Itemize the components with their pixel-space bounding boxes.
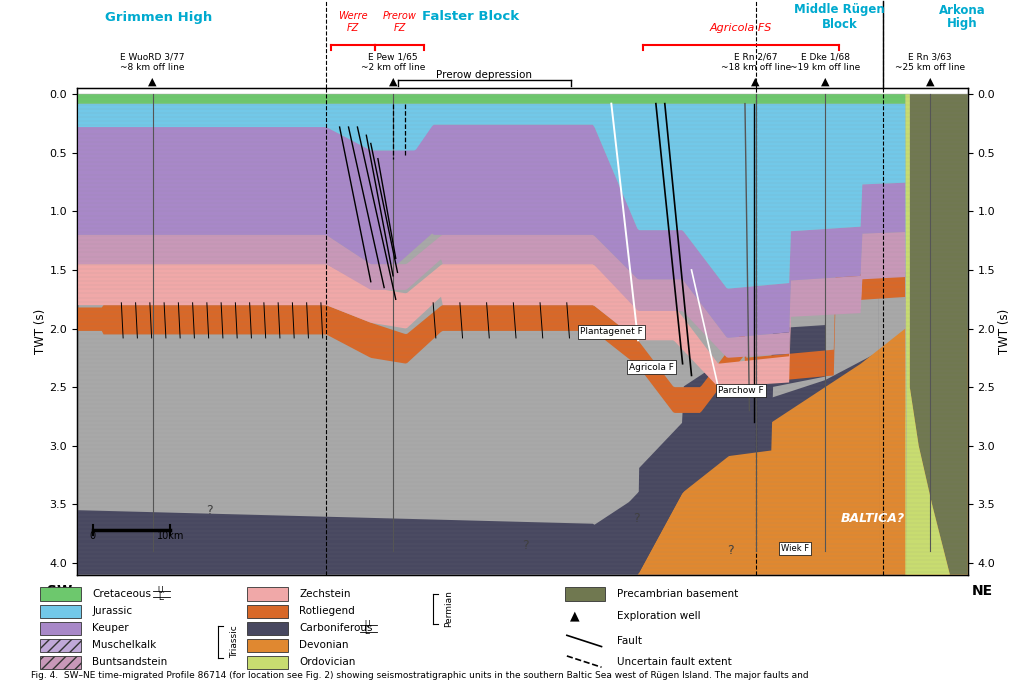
Bar xyxy=(40,588,81,600)
Text: ▲: ▲ xyxy=(926,77,935,87)
Bar xyxy=(248,656,288,669)
Text: Prerow
FZ: Prerow FZ xyxy=(383,11,417,33)
Text: Uncertain fault extent: Uncertain fault extent xyxy=(616,657,732,666)
Text: Wiek F: Wiek F xyxy=(780,544,809,553)
Bar xyxy=(248,639,288,652)
Text: E Rn 2/67
~18 km off line: E Rn 2/67 ~18 km off line xyxy=(721,52,791,72)
Bar xyxy=(40,605,81,617)
Text: Permian: Permian xyxy=(444,591,454,628)
Text: ?: ? xyxy=(727,543,734,556)
Text: 10km: 10km xyxy=(157,532,184,541)
Polygon shape xyxy=(909,95,968,575)
Text: ?: ? xyxy=(206,504,213,517)
Text: Buntsandstein: Buntsandstein xyxy=(92,658,168,667)
Text: Agricola F: Agricola F xyxy=(629,362,674,371)
Text: Parchow F: Parchow F xyxy=(718,386,764,395)
Text: Ordovician: Ordovician xyxy=(299,658,355,667)
Text: E Rn 3/63
~25 km off line: E Rn 3/63 ~25 km off line xyxy=(895,52,966,72)
Text: U.: U. xyxy=(158,585,166,595)
Text: Carboniferous: Carboniferous xyxy=(299,623,373,633)
Polygon shape xyxy=(77,271,968,575)
Text: Devonian: Devonian xyxy=(299,641,349,650)
Text: Plantagenet F: Plantagenet F xyxy=(581,328,643,337)
Text: Fig. 4.  SW–NE time-migrated Profile 86714 (for location see Fig. 2) showing sei: Fig. 4. SW–NE time-migrated Profile 8671… xyxy=(31,671,808,680)
Polygon shape xyxy=(77,338,968,575)
Text: Rotliegend: Rotliegend xyxy=(299,606,355,616)
Text: Zechstein: Zechstein xyxy=(299,589,351,599)
Polygon shape xyxy=(77,232,968,575)
Polygon shape xyxy=(77,124,968,575)
Text: L.: L. xyxy=(158,593,165,602)
Text: 0: 0 xyxy=(90,532,96,541)
Text: Exploration well: Exploration well xyxy=(616,611,700,621)
Text: Jurassic: Jurassic xyxy=(92,606,132,616)
Text: Precambrian basement: Precambrian basement xyxy=(616,589,738,599)
Text: ▲: ▲ xyxy=(821,77,829,87)
Polygon shape xyxy=(77,95,968,575)
Polygon shape xyxy=(905,95,950,575)
Text: Fault: Fault xyxy=(616,636,642,646)
Text: Falster Block: Falster Block xyxy=(423,10,519,24)
Text: ▲: ▲ xyxy=(752,77,760,87)
Text: E Dke 1/68
~19 km off line: E Dke 1/68 ~19 km off line xyxy=(790,52,860,72)
Text: E WuoRD 3/77
~8 km off line: E WuoRD 3/77 ~8 km off line xyxy=(120,52,184,72)
Polygon shape xyxy=(77,278,968,575)
Text: ?: ? xyxy=(634,512,640,525)
Text: Muschelkalk: Muschelkalk xyxy=(92,641,157,650)
Polygon shape xyxy=(77,103,968,575)
Y-axis label: TWT (s): TWT (s) xyxy=(998,309,1011,354)
Bar xyxy=(248,622,288,634)
Text: ?: ? xyxy=(522,539,528,552)
Text: ▲: ▲ xyxy=(389,77,397,87)
Text: ▲: ▲ xyxy=(148,77,157,87)
Text: Agricola FS: Agricola FS xyxy=(710,22,772,33)
Text: Grimmen High: Grimmen High xyxy=(105,10,212,24)
Y-axis label: TWT (s): TWT (s) xyxy=(34,309,46,354)
Bar xyxy=(40,656,81,669)
Text: Prerow depression: Prerow depression xyxy=(436,69,532,80)
Bar xyxy=(248,588,288,600)
Polygon shape xyxy=(77,328,968,575)
Text: ▲: ▲ xyxy=(569,609,580,622)
Text: SW: SW xyxy=(47,584,73,598)
Text: Arkona
High: Arkona High xyxy=(939,3,986,31)
Text: Werre
FZ: Werre FZ xyxy=(338,11,368,33)
Polygon shape xyxy=(77,239,968,575)
Bar xyxy=(40,639,81,652)
Text: E Pew 1/65
~2 km off line: E Pew 1/65 ~2 km off line xyxy=(360,52,425,72)
Bar xyxy=(565,588,605,600)
Text: U.: U. xyxy=(365,620,373,630)
Text: BALTICA?: BALTICA? xyxy=(841,512,904,525)
Text: NE: NE xyxy=(972,584,993,598)
Text: Triassic: Triassic xyxy=(230,626,239,658)
Bar xyxy=(248,605,288,617)
Polygon shape xyxy=(77,335,655,524)
Text: Keuper: Keuper xyxy=(92,623,129,633)
Text: Cretaceous: Cretaceous xyxy=(92,589,152,599)
Text: Middle Rügen
Block: Middle Rügen Block xyxy=(795,3,885,31)
Text: L.: L. xyxy=(365,627,372,636)
Bar xyxy=(40,622,81,634)
